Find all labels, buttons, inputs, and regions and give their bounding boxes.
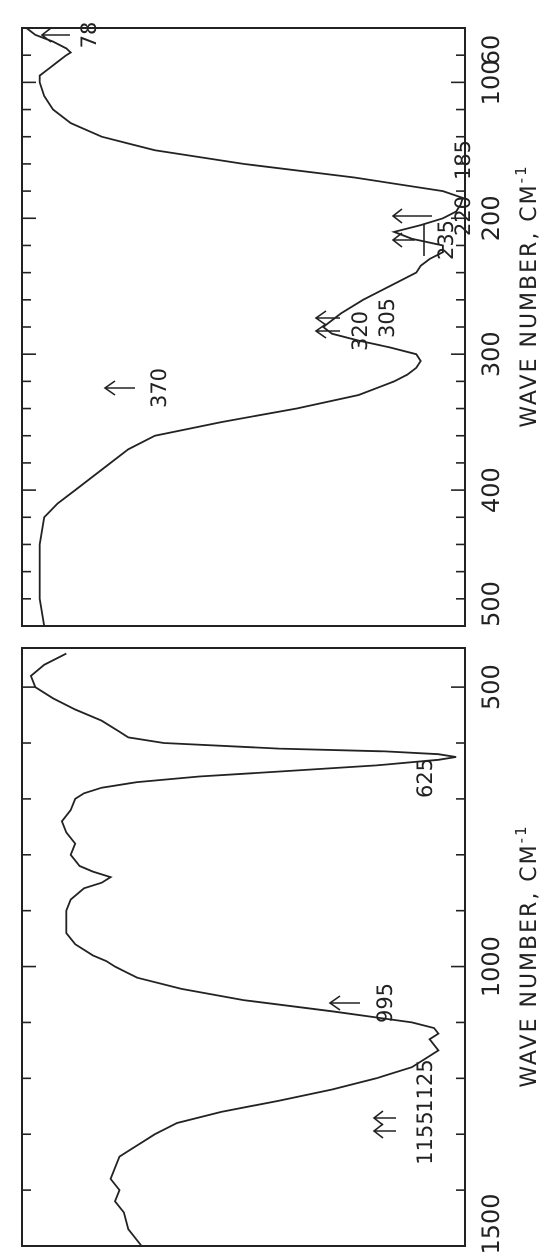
chart-1-tick-label: 500 (477, 664, 505, 710)
svg-text:305: 305 (375, 298, 399, 338)
annotation-235: 235 (391, 220, 458, 260)
svg-text:235: 235 (434, 220, 458, 260)
chart-2-x-axis-label-text: WAVE NUMBER, CM (517, 183, 542, 427)
svg-text:625: 625 (413, 758, 437, 798)
chart-1-x-axis-label-text: WAVE NUMBER, CM (517, 843, 542, 1087)
rotated-figure-group: 1500 1000 500 WAVE NUMBER, CM-1 995 1155… (21, 22, 542, 1255)
chart-2-x-axis-label: WAVE NUMBER, CM-1 (512, 164, 542, 427)
chart-1-tick-label: 1500 (477, 1193, 505, 1254)
chart-2-series-line (25, 27, 464, 627)
annotation-625: 625 (413, 758, 437, 798)
chart-2-tick-label: 200 (477, 195, 505, 241)
annotation-370: 370 (103, 368, 171, 408)
svg-text:78: 78 (77, 22, 101, 49)
annotation-995: 995 (328, 983, 397, 1023)
chart-2-tick-label: 100 (477, 59, 505, 105)
chart-2-tick-label: 400 (477, 467, 505, 513)
svg-text:370: 370 (147, 368, 171, 408)
chart-2: 500 400 300 200 100 60 WAVE NUMBER, CM-1… (21, 22, 542, 627)
chart-2-ticks (22, 27, 465, 627)
chart-1-x-axis-label-sup: -1 (512, 824, 530, 843)
annotation-1155: 1155 (372, 1111, 437, 1165)
svg-text:185: 185 (451, 140, 475, 180)
svg-text:1125: 1125 (413, 1059, 437, 1112)
chart-1-x-axis-label: WAVE NUMBER, CM-1 (512, 824, 542, 1087)
chart-1: 1500 1000 500 WAVE NUMBER, CM-1 995 1155… (21, 647, 542, 1255)
chart-1-tick-label: 1000 (477, 936, 505, 997)
annotation-320: 320 (314, 311, 372, 351)
annotation-185: 185 (451, 140, 475, 180)
svg-text:220: 220 (451, 196, 475, 236)
chart-2-tick-label: 300 (477, 331, 505, 377)
svg-text:320: 320 (348, 311, 372, 351)
svg-text:1155: 1155 (413, 1111, 437, 1164)
annotation-305: 305 (314, 298, 399, 338)
chart-1-ticks (22, 686, 465, 1247)
annotation-1125: 1125 (372, 1059, 437, 1126)
chart-2-x-axis-label-sup: -1 (512, 164, 530, 183)
chart-1-frame (21, 647, 466, 1247)
svg-text:995: 995 (373, 983, 397, 1023)
annotation-78: 78 (40, 22, 101, 49)
annotation-220: 220 (391, 196, 475, 236)
chart-1-series-line (29, 652, 457, 1247)
chart-2-tick-label: 500 (477, 581, 505, 627)
chart-2-tick-label: 60 (477, 35, 505, 66)
